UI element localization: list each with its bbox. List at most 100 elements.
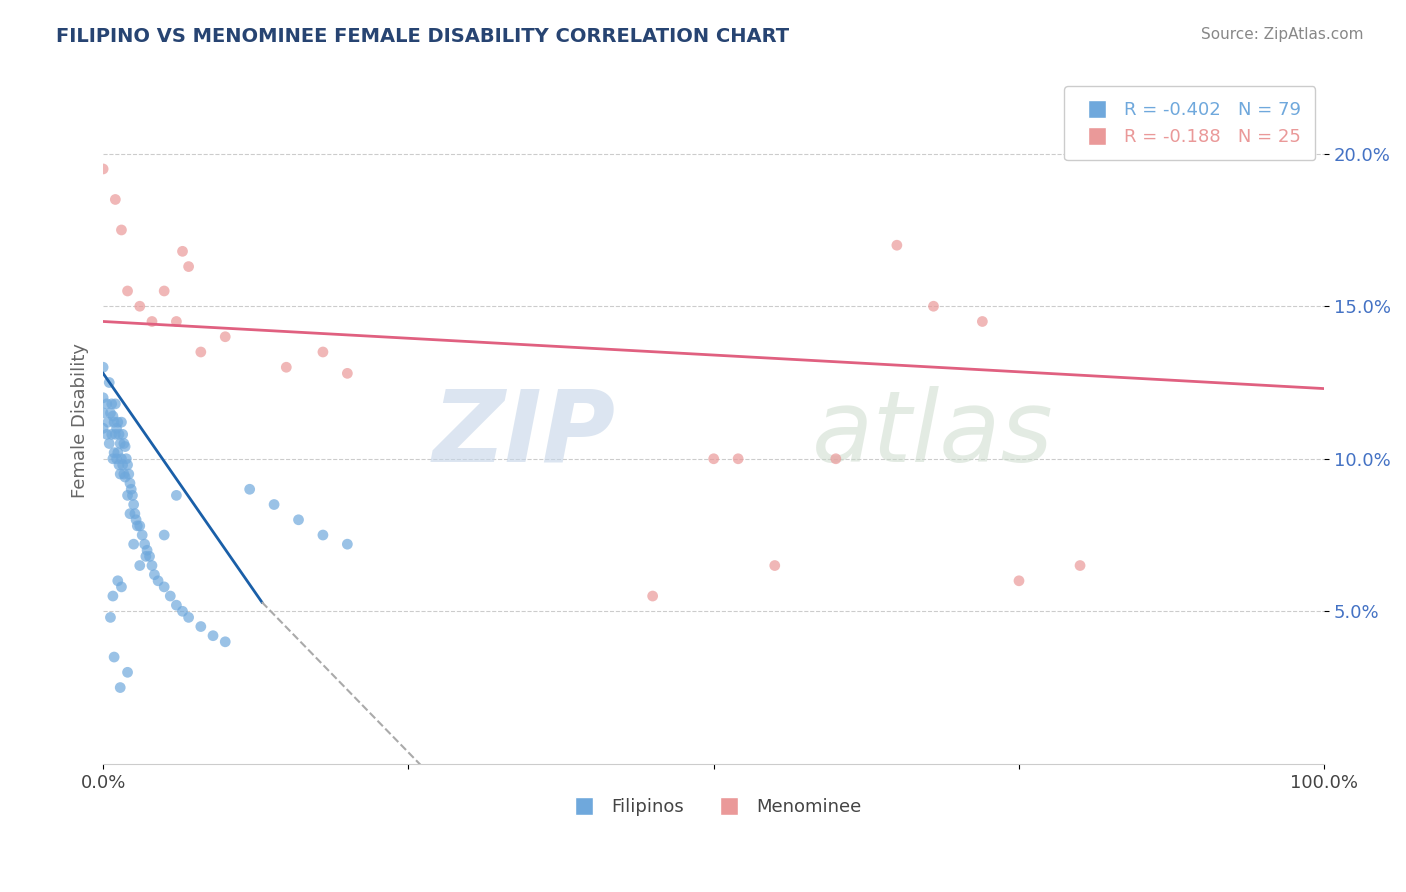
Point (177, 260, 200, 274)
Point (1069, 558, 1091, 573)
Point (103, 445, 125, 459)
Point (128, 299, 150, 313)
Point (972, 314, 994, 328)
Point (107, 445, 129, 459)
Point (202, 629, 225, 643)
Point (110, 467, 132, 481)
Point (159, 589, 181, 603)
Text: atlas: atlas (811, 386, 1053, 483)
Point (214, 635, 236, 649)
Point (117, 488, 139, 502)
Point (100, 406, 122, 420)
Point (153, 580, 176, 594)
Point (153, 284, 176, 298)
Point (108, 458, 131, 472)
Point (110, 580, 132, 594)
Point (143, 567, 166, 582)
Point (153, 528, 176, 542)
Point (103, 415, 125, 429)
Point (111, 427, 134, 442)
Point (1008, 574, 1031, 588)
Point (190, 619, 212, 633)
Point (763, 558, 786, 573)
Text: Source: ZipAtlas.com: Source: ZipAtlas.com (1201, 27, 1364, 42)
Text: ZIP: ZIP (433, 386, 616, 483)
Point (118, 507, 141, 521)
Point (124, 507, 146, 521)
Point (136, 543, 159, 558)
Point (727, 451, 749, 466)
Point (703, 451, 725, 466)
Point (125, 513, 148, 527)
Point (110, 451, 132, 466)
Point (104, 193, 127, 207)
Point (100, 610, 122, 624)
Point (312, 528, 335, 542)
Point (101, 409, 124, 423)
Text: FILIPINO VS MENOMINEE FEMALE DISABILITY CORRELATION CHART: FILIPINO VS MENOMINEE FEMALE DISABILITY … (56, 27, 789, 45)
Point (108, 427, 131, 442)
Point (110, 436, 132, 450)
Point (105, 421, 128, 435)
Point (146, 574, 169, 588)
Point (190, 345, 212, 359)
Point (172, 604, 194, 618)
Point (91, 391, 114, 405)
Point (114, 470, 136, 484)
Point (91, 421, 114, 435)
Point (117, 284, 139, 298)
Point (104, 427, 127, 442)
Point (122, 537, 145, 551)
Point (120, 483, 142, 497)
Point (111, 458, 134, 472)
Point (97, 415, 120, 429)
Point (110, 415, 132, 429)
Point (110, 223, 132, 237)
Point (101, 451, 124, 466)
Point (105, 451, 128, 466)
Point (824, 451, 846, 466)
Point (112, 436, 135, 450)
Point (131, 528, 153, 542)
Point (107, 574, 129, 588)
Point (172, 244, 194, 259)
Point (110, 681, 132, 695)
Point (117, 665, 139, 680)
Point (115, 451, 138, 466)
Point (117, 458, 139, 472)
Point (122, 498, 145, 512)
Point (98, 376, 121, 390)
Point (239, 483, 262, 497)
Point (114, 440, 136, 454)
Point (112, 467, 135, 481)
Point (118, 467, 141, 481)
Point (177, 610, 200, 624)
Point (101, 589, 124, 603)
Point (91, 360, 114, 375)
Point (100, 397, 122, 411)
Point (165, 488, 187, 502)
Point (641, 589, 664, 603)
Point (103, 650, 125, 665)
Point (121, 488, 143, 502)
Point (91, 161, 114, 176)
Point (127, 519, 149, 533)
Point (141, 558, 163, 573)
Point (135, 549, 157, 564)
Point (276, 360, 298, 375)
Legend: Filipinos, Menominee: Filipinos, Menominee (558, 791, 869, 823)
Point (312, 345, 335, 359)
Y-axis label: Female Disability: Female Disability (72, 343, 89, 498)
Point (165, 598, 187, 612)
Point (128, 519, 150, 533)
Point (336, 367, 359, 381)
Point (214, 330, 236, 344)
Point (118, 476, 141, 491)
Point (134, 537, 156, 551)
Point (138, 549, 160, 564)
Point (107, 415, 129, 429)
Point (886, 238, 908, 252)
Point (336, 537, 359, 551)
Point (263, 498, 285, 512)
Point (104, 397, 127, 411)
